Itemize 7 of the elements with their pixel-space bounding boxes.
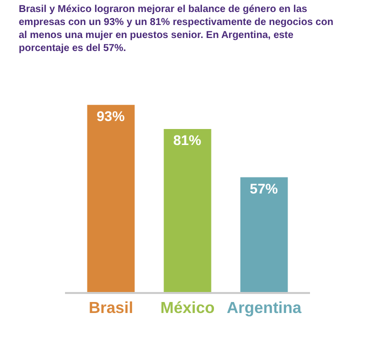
data-label: 93% [96, 108, 126, 124]
x-tick-label: Brasil [88, 300, 134, 318]
chart-title: Brasil y México lograron mejorar el balance de género en las empresas con un 93% y un 81% respectivamente de negocios con al menos una mujer en puestos senior. En Argentina, este porcentaje es del 57%. [18, 4, 334, 54]
x-tick-label: México [160, 300, 215, 318]
data-label: 57% [250, 180, 278, 196]
x-tick-label: Argentina [226, 300, 302, 318]
data-label: 81% [173, 132, 202, 148]
